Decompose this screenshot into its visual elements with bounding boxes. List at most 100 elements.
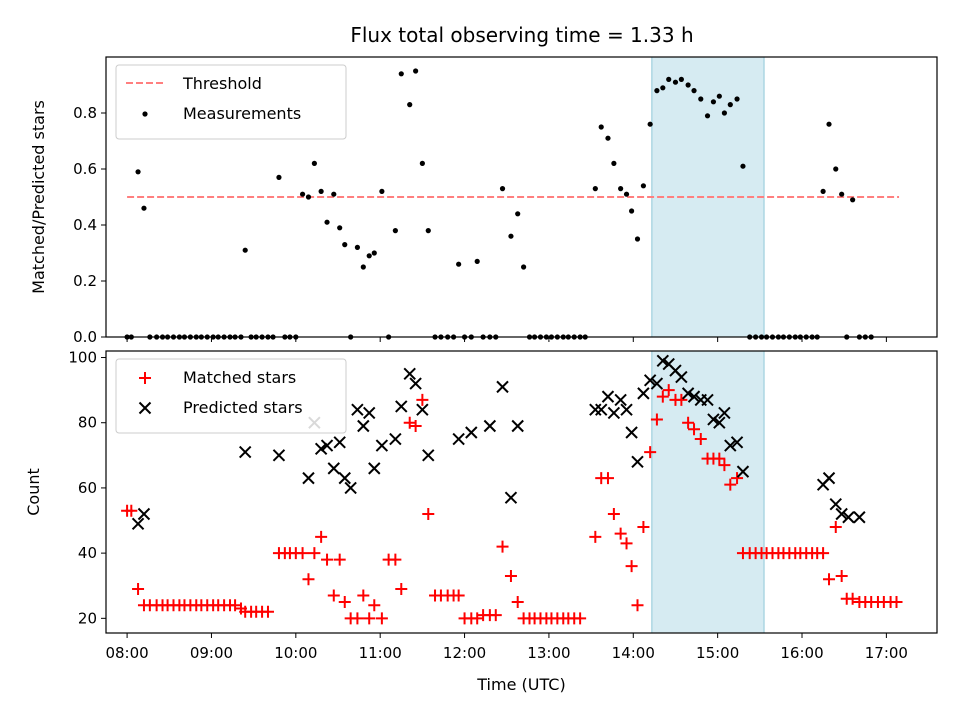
data-point [607,508,620,521]
data-point [456,261,462,267]
series-matched-stars [121,384,903,625]
y-tick-label: 40 [78,544,97,562]
x-tick-label: 12:00 [443,644,486,662]
data-point [305,194,312,200]
data-point [419,160,425,166]
data-point [137,507,151,521]
data-point [623,191,630,197]
data-point [688,423,701,436]
data-point [331,191,337,197]
data-point [640,183,647,189]
data-point [299,191,306,197]
data-point [835,507,848,521]
data-point [704,113,711,119]
data-point [614,527,627,540]
data-point [718,406,731,420]
data-point [389,553,402,566]
legend-label: Predicted stars [183,398,303,417]
series-predicted-stars [131,354,866,530]
y-tick-label: 0.6 [73,160,97,178]
data-point [823,573,836,586]
data-point [666,76,672,82]
data-point [422,449,435,462]
data-point [465,426,478,439]
y-axis-label: Matched/Predicted stars [29,100,48,294]
data-point [833,166,839,172]
legend-marker [138,401,152,415]
data-point [713,452,726,465]
data-point [125,504,138,517]
data-point [360,264,366,270]
data-point [496,380,509,394]
data-point [842,511,855,524]
data-point [398,71,404,77]
data-point [504,569,517,582]
data-point [675,393,688,406]
y-axis-label: Count [24,468,43,516]
data-point [707,413,720,426]
data-point [351,612,364,625]
data-point [694,433,707,446]
data-point [327,462,340,475]
plot-frame [105,56,938,338]
data-point [416,403,429,416]
data-point [375,439,389,452]
data-point [724,478,737,491]
data-point [618,186,624,192]
data-point [409,419,422,432]
x-tick-label: 08:00 [105,644,148,662]
data-point [371,250,377,256]
data-point [631,599,644,612]
data-point [698,96,704,102]
data-point [850,197,856,203]
data-point [625,560,638,573]
legend-label: Matched stars [183,368,296,387]
data-point [392,228,398,234]
data-point [474,258,480,264]
data-point [589,403,602,416]
data-point [375,612,388,625]
data-point [238,445,252,459]
legend-box [115,358,347,434]
data-point [276,174,282,180]
data-point [595,403,608,416]
data-point [662,384,675,397]
data-point [333,436,346,449]
x-axis-label: Time (UTC) [476,675,565,694]
shaded-interval [651,350,765,634]
data-point [614,393,627,407]
data-point [678,76,684,82]
data-point [820,188,826,194]
data-point [643,374,657,387]
data-point [403,367,416,381]
legend: Matched stars Predicted stars [115,358,347,434]
data-point [681,387,695,400]
data-point [320,439,334,452]
y-tick-label: 100 [68,349,97,367]
data-point [327,589,340,602]
data-point [131,517,145,530]
ratio-panel: 0.0 0.2 0.4 0.6 0.8 Matched/Predicted stars Th… [29,56,938,346]
data-point [656,390,669,403]
data-point [654,88,660,94]
data-point [489,609,502,622]
data-point [713,416,726,429]
y-tick-label: 80 [78,414,97,432]
data-point [452,589,465,602]
data-point [890,596,903,609]
data-point [302,471,315,485]
data-point [846,592,859,605]
x-tick-label: 16:00 [780,644,823,662]
data-point [351,403,364,416]
data-point [620,537,633,550]
data-point [853,511,866,524]
data-point [483,419,497,433]
data-point [135,169,141,175]
data-point [409,377,422,390]
data-point [324,219,330,225]
legend-marker [139,372,151,384]
data-point [357,419,370,433]
legend-label: Measurements [183,104,301,123]
data-point [395,400,408,413]
data-point [650,413,663,426]
